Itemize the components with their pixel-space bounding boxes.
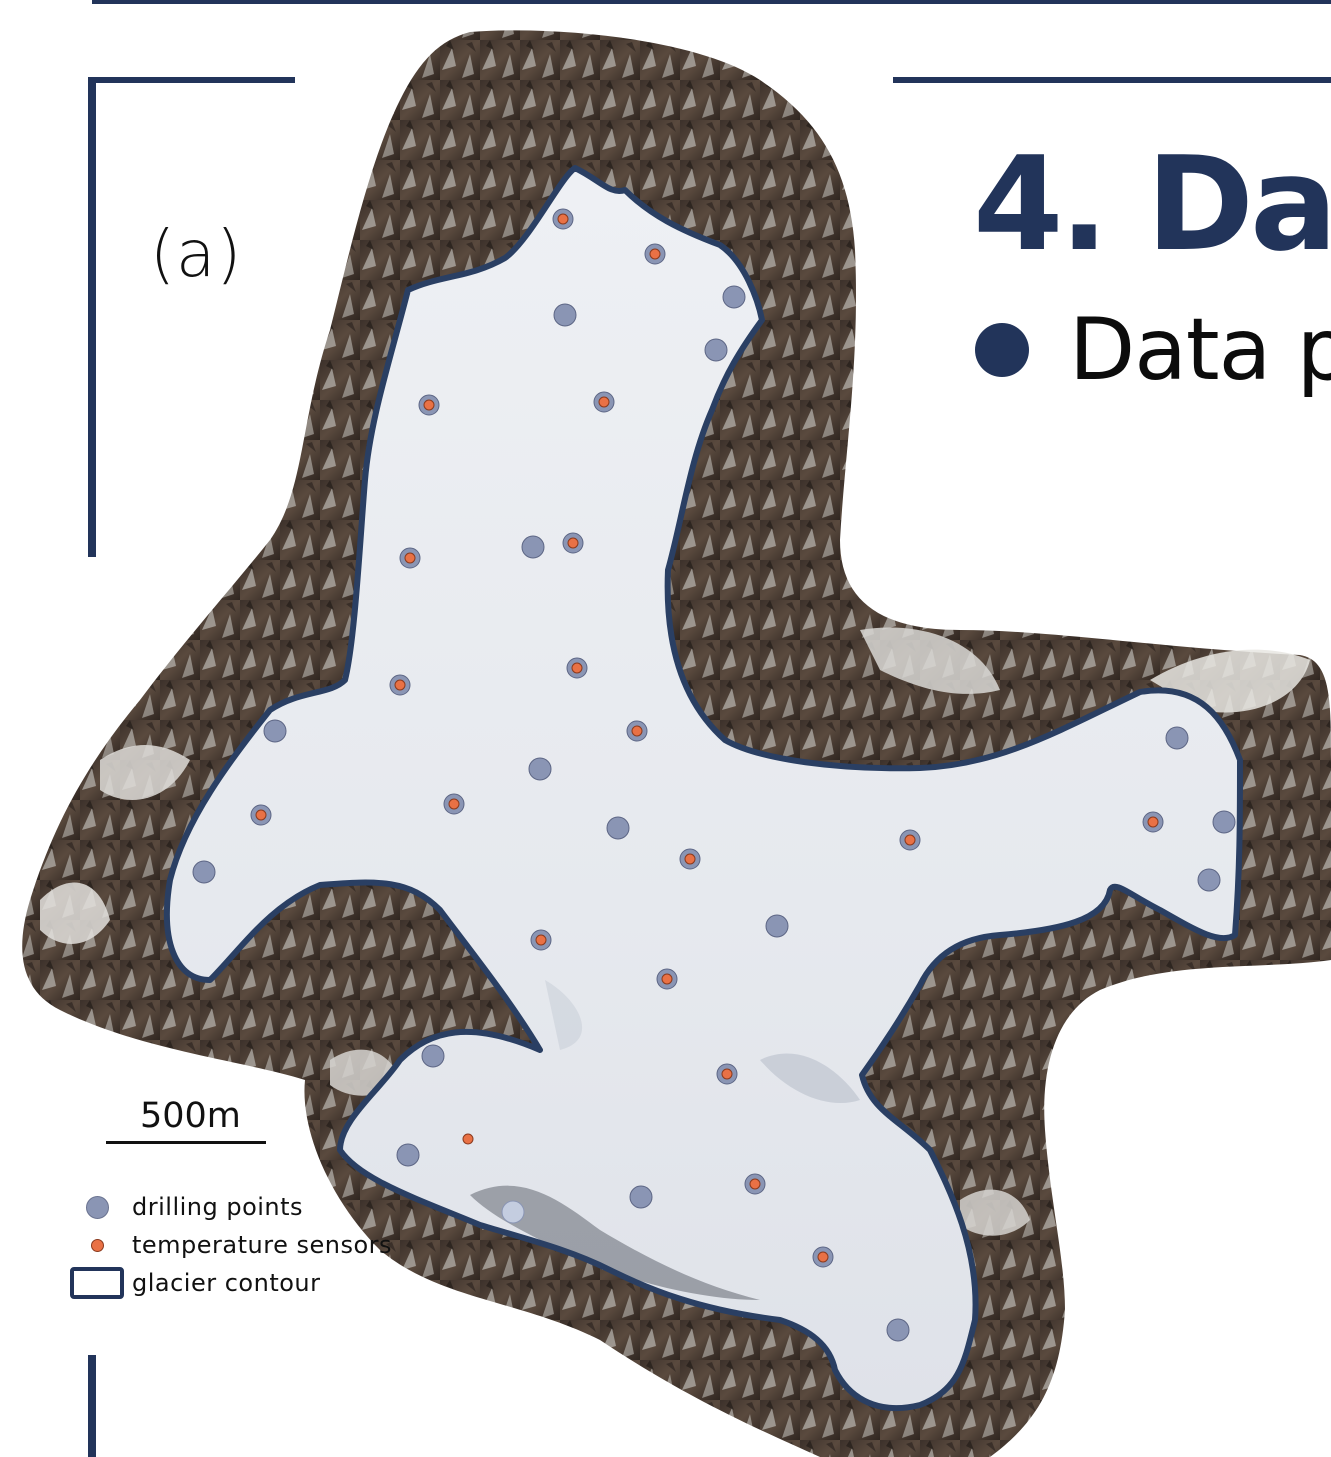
sensor-point	[744, 1173, 766, 1195]
drilling-point	[1165, 726, 1189, 750]
drilling-point	[553, 303, 577, 327]
frame-left-top-horizontal	[88, 77, 295, 83]
sensor-point	[443, 793, 465, 815]
sensor-point	[644, 243, 666, 265]
sensor-point	[656, 968, 678, 990]
bullet-text: Data p	[1069, 300, 1331, 400]
drilling-point	[1212, 810, 1236, 834]
panel-label: (a)	[150, 218, 243, 292]
legend-label-temperature: temperature sensors	[132, 1231, 393, 1259]
frame-left-vertical-upper	[88, 77, 96, 557]
glacier-contour	[164, 165, 1243, 1412]
temperature-sensors	[250, 208, 1164, 1268]
drilling-point	[263, 719, 287, 743]
sensor-point	[593, 391, 615, 413]
sensor-point	[399, 547, 421, 569]
drilling-point	[521, 535, 545, 559]
drilling-point	[722, 285, 746, 309]
sensor-point	[552, 208, 574, 230]
drilling-point	[528, 757, 552, 781]
temperature-sensor-icon	[68, 1226, 132, 1264]
glacier-contour-icon	[68, 1264, 132, 1302]
drilling-point	[421, 1044, 445, 1068]
sensor-point	[1142, 811, 1164, 833]
drilling-point	[396, 1143, 420, 1167]
sensor-point	[626, 720, 648, 742]
sensor-point	[389, 674, 411, 696]
scale-bar-line	[106, 1141, 266, 1144]
drilling-point	[501, 1200, 525, 1224]
sensor-point	[462, 1133, 474, 1145]
legend-row-contour: glacier contour	[68, 1264, 392, 1302]
sensor-point	[530, 929, 552, 951]
drilling-point	[606, 816, 630, 840]
glacier-shading	[470, 980, 860, 1300]
drilling-point	[765, 914, 789, 938]
drilling-point	[704, 338, 728, 362]
sensor-point	[566, 657, 588, 679]
frame-right-top-horizontal	[893, 77, 1331, 83]
sensor-point	[679, 848, 701, 870]
bullet-row: Data p	[975, 300, 1331, 400]
drilling-point	[886, 1318, 910, 1342]
legend-row-temperature: temperature sensors	[68, 1226, 392, 1264]
frame-top-line	[92, 0, 1331, 4]
bullet-icon	[975, 323, 1029, 377]
legend-label-drilling: drilling points	[132, 1193, 304, 1221]
glacier-ice	[166, 168, 1241, 1409]
drilling-point-icon	[68, 1188, 132, 1226]
legend-row-drilling: drilling points	[68, 1188, 392, 1226]
drilling-point	[1197, 868, 1221, 892]
sensor-point	[716, 1063, 738, 1085]
sensor-point	[899, 829, 921, 851]
sensor-point	[812, 1246, 834, 1268]
scale-bar-label: 500m	[140, 1096, 241, 1136]
frame-left-vertical-lower	[88, 1355, 96, 1457]
drilling-points	[192, 285, 1236, 1342]
map-legend: drilling points temperature sensors glac…	[68, 1188, 392, 1302]
sensor-point	[418, 394, 440, 416]
drilling-point	[192, 860, 216, 884]
drilling-point	[629, 1185, 653, 1209]
sensor-point	[562, 532, 584, 554]
sensor-point	[250, 804, 272, 826]
legend-label-contour: glacier contour	[132, 1269, 321, 1297]
section-heading: 4. Dat	[973, 128, 1331, 280]
